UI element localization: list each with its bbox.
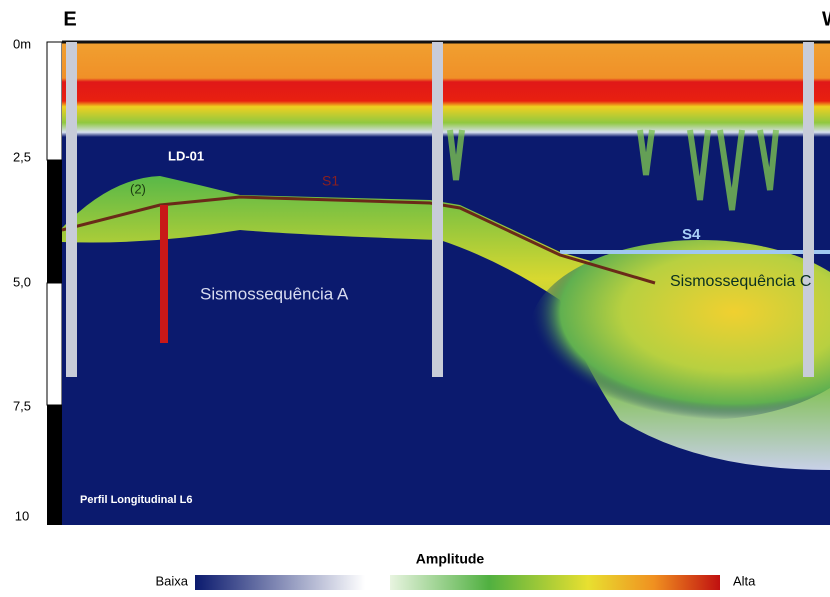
annotation: LD-01 [168, 148, 204, 163]
depth-label: 0m [13, 36, 31, 51]
annotation: Sismossequência A [200, 284, 349, 303]
depth-label: 10 [15, 508, 29, 523]
colorbar-label: Alta [733, 573, 756, 588]
annotation: (2) [130, 181, 146, 196]
direction-label: W [822, 8, 830, 30]
figure: E W 0m 2,5 5,0 7,5 10 LD-01 (2) S1 S4 Si… [0, 0, 830, 597]
colorbar-title: Amplitude [416, 551, 485, 567]
depth-label: 7,5 [13, 398, 31, 413]
annotation: Perfil Longitudinal L6 [80, 494, 192, 506]
scale-segment [47, 283, 62, 405]
colorbar-segment [390, 575, 720, 590]
direction-label: E [63, 8, 76, 30]
annotation: Sismossequência C [670, 273, 811, 290]
depth-label: 2,5 [13, 149, 31, 164]
scale-segment [47, 160, 62, 283]
scale-segment [47, 42, 62, 160]
colorbar-label: Baixa [155, 573, 188, 588]
scale-segment [47, 405, 62, 525]
colorbar-segment [195, 575, 365, 590]
depth-label: 5,0 [13, 274, 31, 289]
annotation: S4 [682, 226, 701, 243]
annotation: S1 [322, 173, 339, 189]
